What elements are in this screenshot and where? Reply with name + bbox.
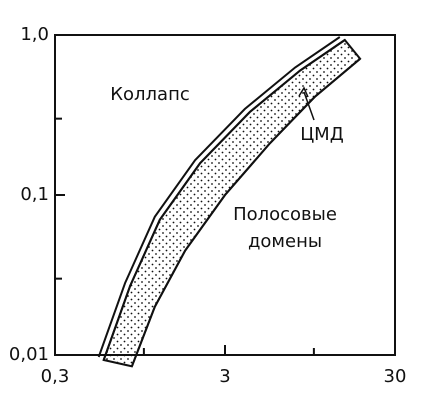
x-tick-label: 30 [384,366,407,387]
y-tick-label: 1,0 [20,24,49,45]
y-tick-label: 0,1 [20,184,49,205]
annotation: ЦМД [300,124,344,145]
x-tick-label: 3 [219,366,230,387]
collapse-line [97,36,341,358]
y-tick-label: 0,01 [9,344,49,365]
annotation: Полосовые [233,204,337,225]
annotation: Коллапс [110,84,190,105]
band-edge [130,58,361,367]
annotation: домены [248,231,322,252]
band-edge [102,39,346,361]
x-tick-label: 0,3 [41,366,70,387]
